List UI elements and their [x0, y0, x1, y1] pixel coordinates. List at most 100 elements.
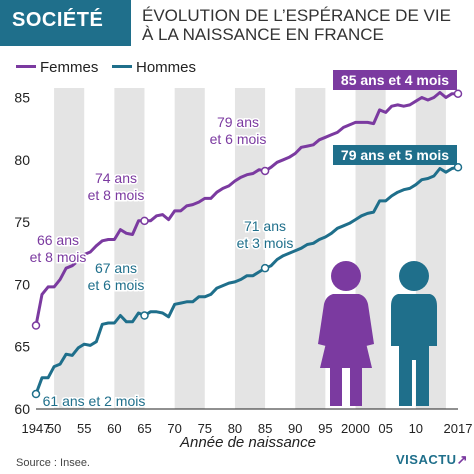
data-point-hommes: [281, 254, 285, 257]
logo-text: VISACTU: [396, 452, 457, 467]
annotation-box-hommes: [333, 145, 457, 165]
data-point-femmes: [185, 204, 188, 208]
data-point-femmes: [203, 197, 206, 200]
data-point-hommes: [384, 199, 387, 203]
data-point-femmes: [125, 232, 128, 235]
data-point-hommes: [245, 274, 249, 277]
data-point-femmes: [354, 121, 357, 124]
data-point-hommes: [330, 232, 333, 235]
data-point-femmes: [227, 184, 231, 188]
data-point-femmes: [197, 200, 200, 204]
data-point-hommes: [251, 274, 255, 277]
data-point-hommes: [239, 278, 243, 281]
data-point-hommes: [155, 310, 158, 313]
annotation-label-hommes: 61 ans et 2 mois: [43, 393, 146, 409]
data-point-hommes: [95, 340, 98, 343]
data-point-hommes: [64, 352, 68, 356]
y-tick-label: 65: [14, 339, 30, 355]
data-point-hommes: [179, 301, 182, 305]
legend-swatch-hommes: [112, 64, 132, 68]
data-point-hommes: [378, 199, 381, 203]
data-point-hommes: [300, 247, 303, 250]
data-point-femmes: [275, 161, 279, 164]
data-point-hommes: [161, 311, 164, 315]
y-tick-label: 60: [14, 401, 30, 417]
data-point-femmes: [414, 100, 417, 103]
x-tick-label: 2017: [444, 421, 473, 436]
data-point-hommes: [149, 310, 152, 313]
data-point-hommes: [450, 167, 454, 170]
data-point-femmes: [251, 172, 255, 175]
man-body: [391, 294, 437, 360]
data-point-hommes: [167, 315, 170, 318]
data-point-femmes: [137, 219, 140, 223]
data-point-hommes: [119, 314, 122, 317]
section-tag: SOCIÉTÉ: [12, 9, 104, 31]
data-point-hommes: [354, 218, 357, 221]
data-point-femmes: [384, 111, 387, 114]
data-point-hommes: [420, 178, 424, 181]
x-tick-label: 50: [47, 421, 61, 436]
data-point-hommes: [288, 252, 291, 255]
annotation-label-femmes: 66 ans: [37, 232, 79, 248]
data-point-hommes: [366, 212, 369, 215]
data-point-hommes: [312, 242, 315, 245]
annotation-label-femmes: 79 ans: [217, 114, 259, 130]
annotation-marker-hommes: [453, 162, 463, 172]
data-point-femmes: [360, 121, 363, 124]
x-tick-label: 90: [288, 421, 302, 436]
x-tick-label: 60: [107, 421, 121, 436]
legend-item-femmes: Femmes: [16, 59, 98, 77]
data-point-femmes: [444, 96, 448, 99]
data-point-hommes: [306, 243, 309, 246]
y-tick-label: 80: [14, 152, 30, 168]
data-point-hommes: [348, 222, 351, 225]
annotation-marker-femmes: [140, 216, 149, 226]
data-point-femmes: [420, 96, 424, 99]
data-point-hommes: [107, 321, 110, 325]
data-point-hommes: [360, 214, 363, 218]
data-point-femmes: [366, 121, 369, 124]
x-tick-label: 65: [137, 421, 151, 436]
data-point-femmes: [113, 238, 116, 241]
chart-title: ÉVOLUTION DE L’ESPÉRANCE DE VIE À LA NAI…: [142, 6, 462, 44]
data-point-femmes: [179, 209, 182, 213]
data-point-femmes: [390, 104, 393, 108]
x-tick-label: 85: [258, 421, 272, 436]
data-point-femmes: [438, 91, 442, 94]
annotation-marker-femmes: [453, 89, 463, 98]
data-point-hommes: [40, 376, 44, 380]
data-point-femmes: [119, 228, 122, 231]
man-icon: [391, 261, 437, 406]
data-point-hommes: [197, 295, 200, 299]
annotation-box-femmes: [333, 70, 457, 90]
x-tick-label: 2000: [341, 421, 370, 436]
data-point-femmes: [52, 285, 56, 289]
annotation-marker-hommes: [260, 263, 270, 273]
annotation-label-hommes: 71 ans: [244, 218, 286, 234]
data-point-femmes: [215, 190, 219, 194]
data-point-hommes: [324, 235, 327, 239]
data-point-femmes: [89, 250, 92, 254]
data-point-femmes: [372, 122, 375, 125]
chart-title-line2: À LA NAISSANCE EN FRANCE: [142, 25, 384, 44]
woman-body: [318, 294, 374, 368]
data-point-femmes: [450, 92, 454, 95]
data-point-femmes: [107, 238, 110, 241]
data-point-hommes: [438, 167, 442, 170]
data-point-hommes: [173, 303, 176, 306]
data-point-hommes: [89, 344, 92, 347]
data-point-femmes: [348, 123, 351, 127]
data-point-femmes: [336, 131, 339, 134]
data-point-femmes: [312, 143, 315, 147]
data-point-femmes: [46, 285, 50, 289]
data-point-hommes: [402, 188, 405, 191]
data-point-hommes: [221, 284, 225, 287]
data-point-femmes: [149, 219, 152, 223]
data-point-femmes: [70, 264, 74, 267]
y-axis: 60 65 70 75 80 85: [14, 89, 30, 417]
data-point-femmes: [269, 166, 273, 169]
section-tag-box: SOCIÉTÉ: [0, 0, 131, 46]
